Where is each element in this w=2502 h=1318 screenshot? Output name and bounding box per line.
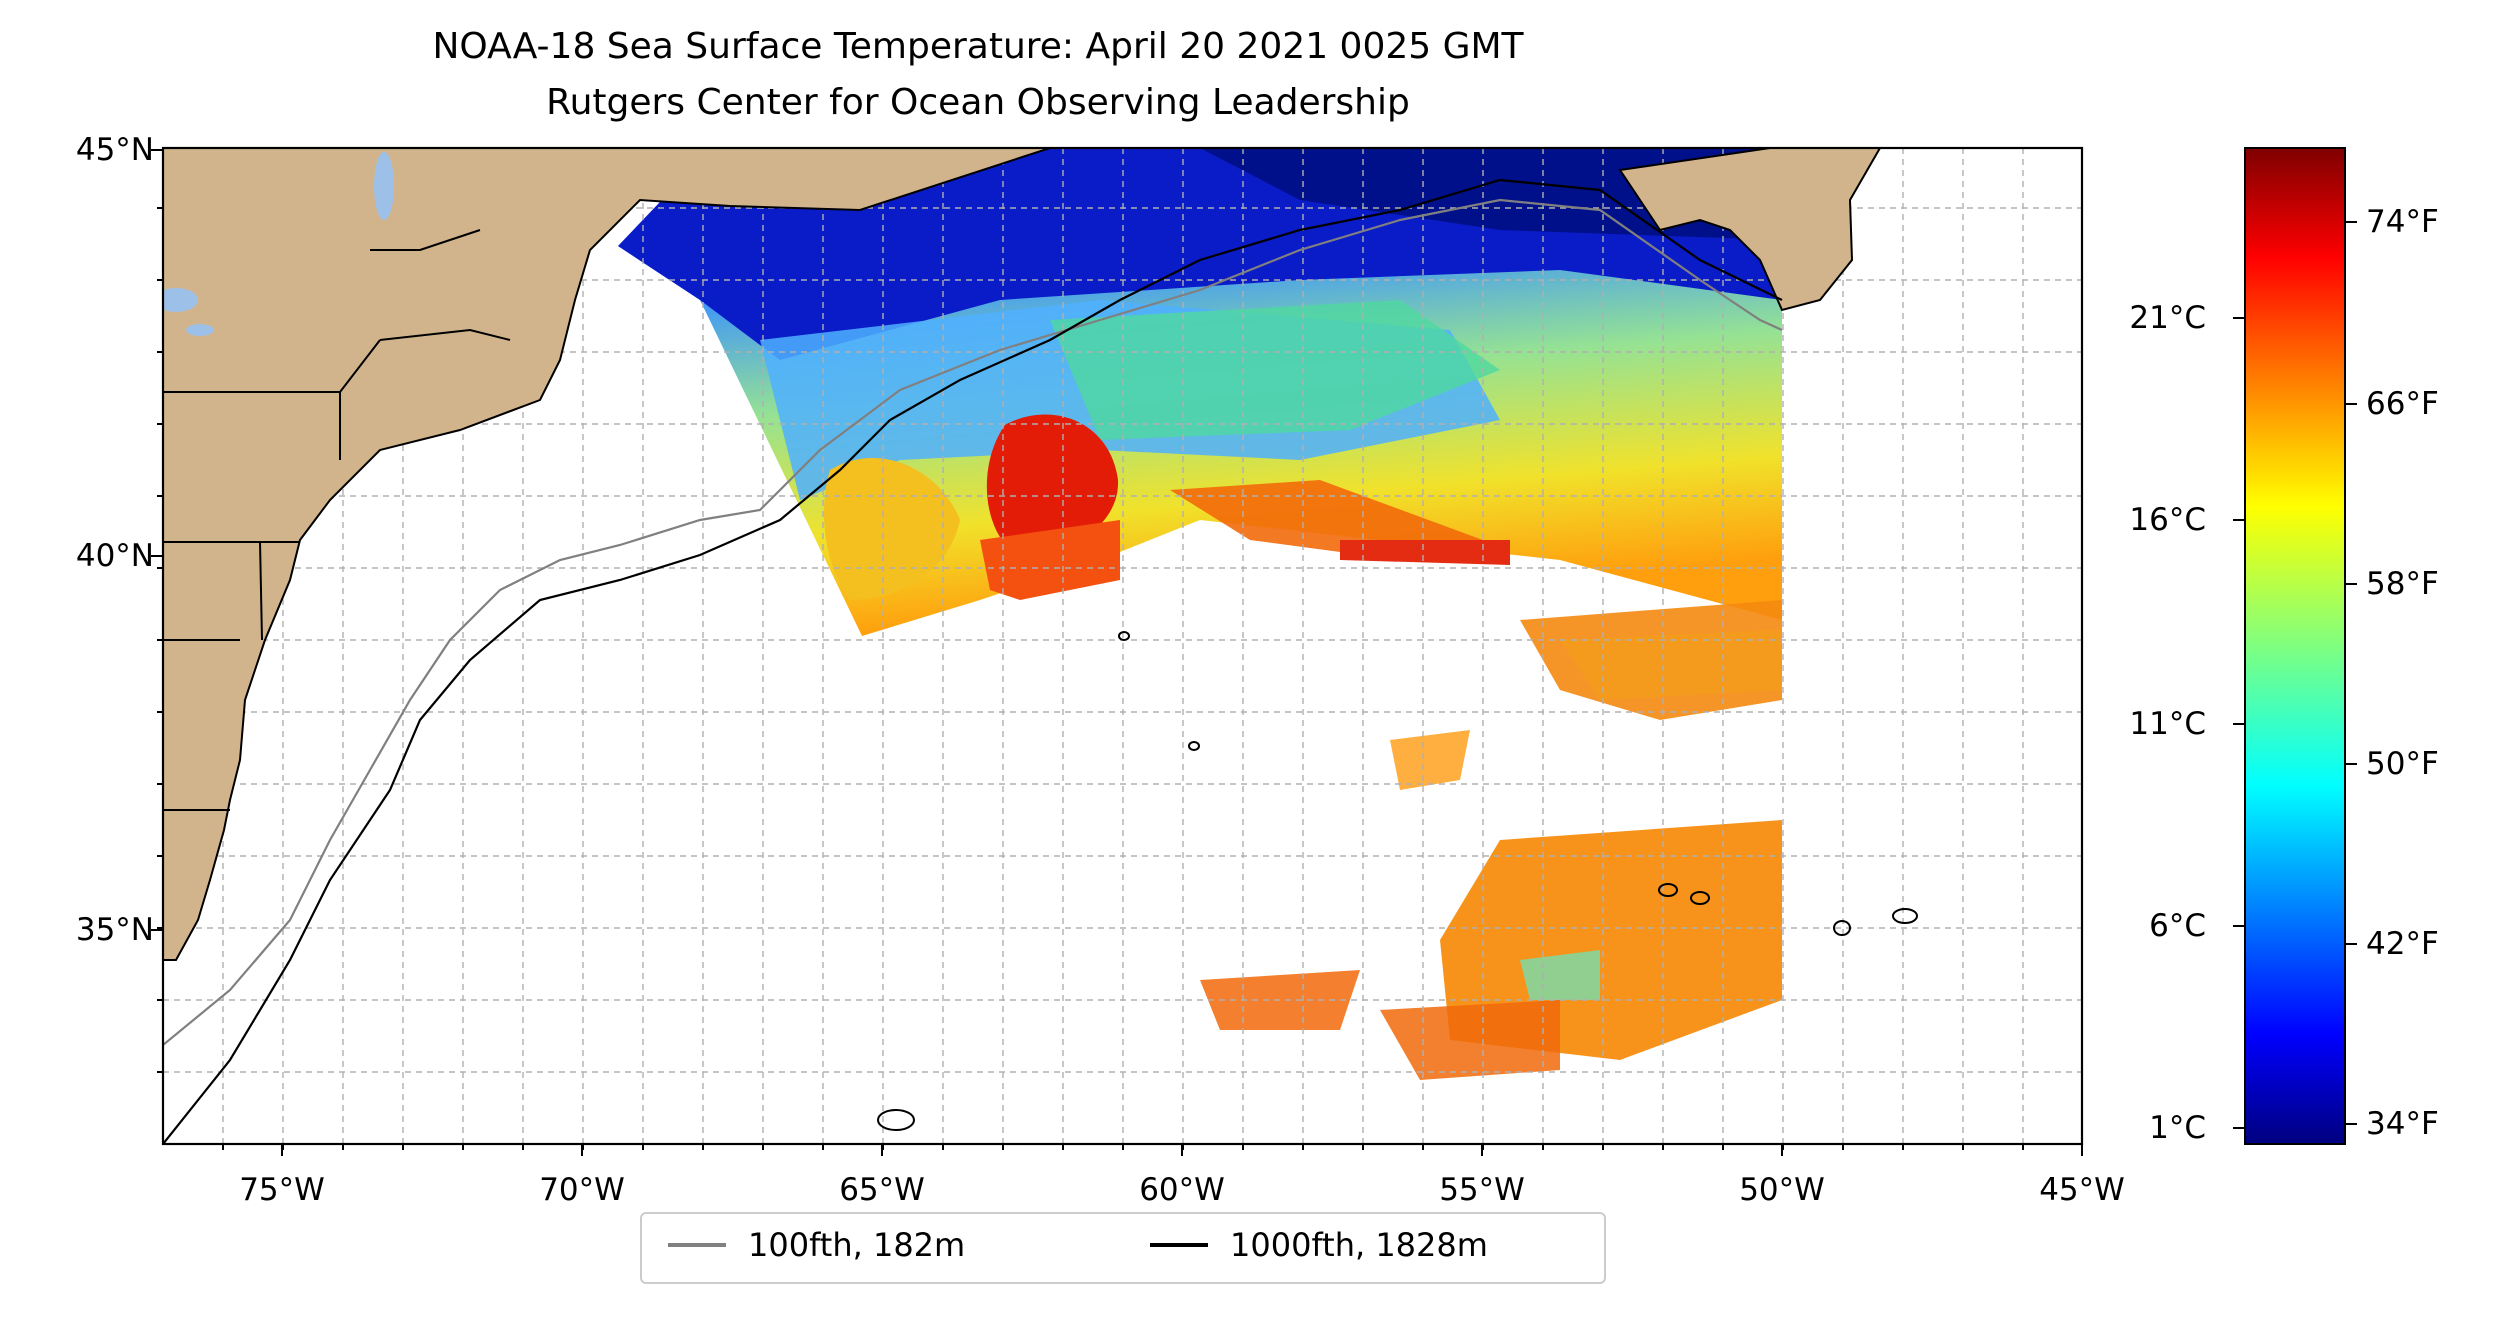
legend-label-100fth: 100fth, 182m: [748, 1226, 966, 1264]
legend-line-black: [1150, 1243, 1208, 1247]
state-borders: [163, 229, 511, 811]
lon-label-45w: 45°W: [2039, 1172, 2125, 1208]
sst-patches: [1200, 600, 1782, 1080]
lon-label-70w: 70°W: [539, 1172, 625, 1208]
lon-label-60w: 60°W: [1139, 1172, 1225, 1208]
gridlines: [163, 148, 2082, 1144]
lon-label-50w: 50°W: [1739, 1172, 1825, 1208]
cb-label-42f: 42°F: [2366, 926, 2439, 962]
cb-label-1c: 1°C: [2149, 1110, 2206, 1146]
lon-label-65w: 65°W: [839, 1172, 925, 1208]
land: [163, 148, 1882, 961]
map-title: NOAA-18 Sea Surface Temperature: April 2…: [432, 26, 1524, 67]
cb-label-58f: 58°F: [2366, 566, 2439, 602]
cb-label-11c: 11°C: [2129, 706, 2206, 742]
lakes: [163, 152, 394, 336]
legend-line-grey: [668, 1243, 726, 1247]
cb-label-34f: 34°F: [2366, 1106, 2439, 1142]
sst-swath: [618, 148, 1782, 636]
cb-label-21c: 21°C: [2129, 300, 2206, 336]
cb-label-74f: 74°F: [2366, 204, 2439, 240]
colorbar: [2244, 147, 2346, 1145]
cb-label-50f: 50°F: [2366, 746, 2439, 782]
legend-label-1000fth: 1000fth, 1828m: [1230, 1226, 1488, 1264]
contour-1000fth: [163, 178, 1783, 1144]
legend: 100fth, 182m 1000fth, 1828m: [640, 1212, 1606, 1284]
lat-label-35n: 35°N: [75, 912, 154, 948]
axis-ticks: [151, 149, 2083, 1156]
legend-item-1000fth: 1000fth, 1828m: [1150, 1226, 1488, 1264]
map-subtitle: Rutgers Center for Ocean Observing Leade…: [546, 82, 1410, 123]
legend-item-100fth: 100fth, 182m: [668, 1226, 965, 1264]
lon-label-55w: 55°W: [1439, 1172, 1525, 1208]
cb-label-16c: 16°C: [2129, 502, 2206, 538]
cb-label-66f: 66°F: [2366, 386, 2439, 422]
lat-label-45n: 45°N: [75, 132, 154, 168]
lat-label-40n: 40°N: [75, 538, 154, 574]
colorbar-ticks: [2233, 221, 2357, 1129]
cb-label-6c: 6°C: [2149, 908, 2206, 944]
contour-100fth: [163, 198, 1783, 1046]
seamounts: [877, 631, 1918, 1131]
lon-label-75w: 75°W: [239, 1172, 325, 1208]
